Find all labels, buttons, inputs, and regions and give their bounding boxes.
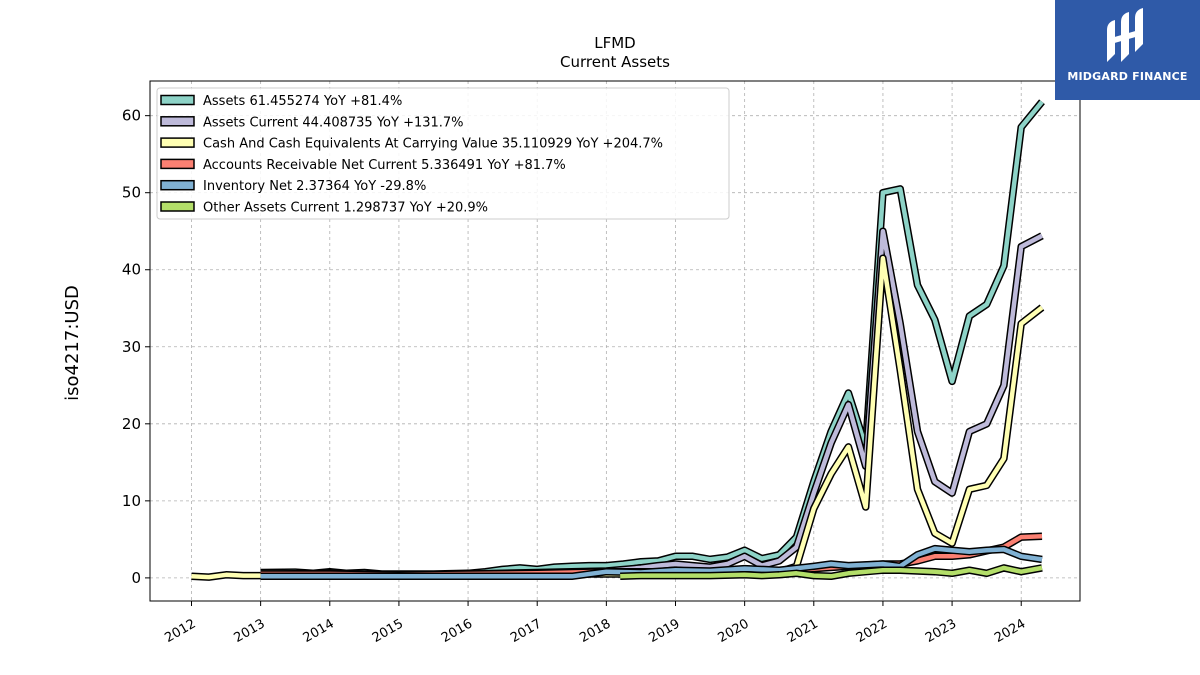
y-tick-label: 10: [122, 492, 141, 510]
brand-name: MIDGARD FINANCE: [1067, 70, 1188, 83]
plot-frame: [149, 80, 1081, 602]
legend-box: [156, 87, 730, 220]
legend-label: Accounts Receivable Net Current 5.336491…: [203, 158, 566, 173]
y-tick-label: 30: [122, 338, 141, 356]
brand-logo: MIDGARD FINANCE: [1055, 0, 1200, 100]
x-tick-label: 2022: [854, 616, 890, 646]
x-tick-label: 2014: [301, 616, 337, 646]
x-tick-label: 2012: [162, 616, 198, 646]
legend-label: Assets Current 44.408735 YoY +131.7%: [203, 115, 464, 130]
y-axis-label: iso4217:USD: [62, 285, 83, 401]
series-line: [620, 565, 1043, 579]
legend-label: Other Assets Current 1.298737 YoY +20.9%: [203, 201, 488, 216]
legend-swatch: [160, 137, 195, 148]
series-line: [260, 546, 1043, 579]
x-tick-label: 2021: [785, 616, 821, 646]
x-tick-label: 2013: [232, 616, 268, 646]
legend-swatch: [160, 201, 195, 212]
x-tick-label: 2017: [508, 616, 544, 646]
series-other-assets-current: [620, 564, 1043, 581]
series-inventory-net: [260, 544, 1043, 581]
logo-mark-icon: [1107, 8, 1143, 62]
x-tick-label: 2016: [439, 616, 475, 646]
chart-subtitle: Current Assets: [560, 53, 670, 71]
legend-swatch: [160, 179, 195, 191]
x-tick-label: 2019: [646, 616, 682, 646]
legend-label: Assets 61.455274 YoY +81.4%: [203, 94, 402, 109]
legend-swatch: [160, 116, 195, 127]
y-tick-label: 40: [122, 261, 141, 279]
y-tick-label: 0: [131, 569, 141, 587]
y-tick-label: 60: [122, 107, 141, 125]
y-tick-label: 20: [122, 415, 141, 433]
x-tick-label: 2018: [577, 616, 613, 646]
x-tick-label: 2023: [923, 616, 959, 646]
chart-title: LFMD: [594, 34, 635, 52]
legend-swatch: [160, 94, 195, 106]
x-tick-label: 2020: [716, 616, 752, 646]
x-tick-label: 2015: [370, 616, 406, 646]
legend-label: Inventory Net 2.37364 YoY -29.8%: [203, 179, 426, 194]
y-tick-label: 50: [122, 184, 141, 202]
legend: Assets 61.455274 YoY +81.4% Assets Curren…: [156, 87, 730, 220]
legend-swatch: [160, 158, 195, 170]
legend-label: Cash And Cash Equivalents At Carrying Va…: [203, 137, 663, 152]
x-tick-label: 2024: [992, 616, 1028, 646]
series-layer: [191, 99, 1045, 581]
